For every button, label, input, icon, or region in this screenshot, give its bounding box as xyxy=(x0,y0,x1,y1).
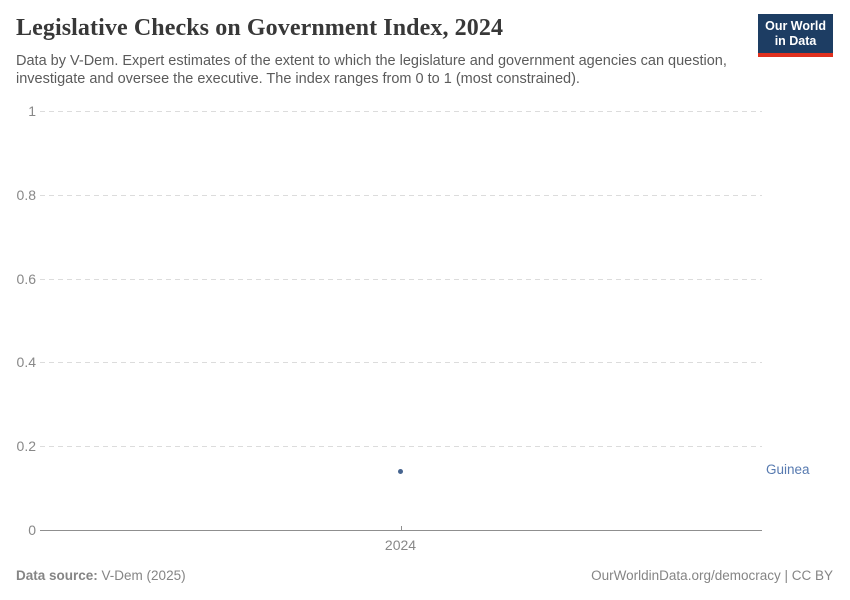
owid-logo[interactable]: Our World in Data xyxy=(758,14,833,57)
owid-logo-line1: Our World xyxy=(765,19,826,33)
gridline xyxy=(40,279,762,280)
owid-logo-line2: in Data xyxy=(774,33,817,48)
x-tick-mark xyxy=(400,526,402,530)
x-axis-line xyxy=(40,530,762,531)
data-point-guinea[interactable] xyxy=(398,468,403,474)
chart-subtitle: Data by V-Dem. Expert estimates of the e… xyxy=(16,53,727,88)
gridline xyxy=(40,362,762,363)
y-tick-label: 0.4 xyxy=(16,354,36,370)
x-tick-label: 2024 xyxy=(384,537,417,553)
y-tick-label: 1 xyxy=(28,103,36,119)
y-tick-label: 0.6 xyxy=(16,271,36,287)
gridline xyxy=(40,446,762,447)
entity-label-guinea[interactable]: Guinea xyxy=(766,462,810,478)
gridline xyxy=(40,195,762,196)
y-tick-label: 0.8 xyxy=(16,187,36,203)
data-source-note: Data source: V-Dem (2025) xyxy=(16,568,186,583)
y-tick-label: 0 xyxy=(28,522,36,538)
data-source-value: V-Dem (2025) xyxy=(101,568,186,583)
gridline xyxy=(40,111,762,112)
chart-title: Legislative Checks on Government Index, … xyxy=(16,15,504,41)
credit-link[interactable]: OurWorldinData.org/democracy | CC BY xyxy=(591,568,833,583)
y-tick-label: 0.2 xyxy=(16,438,36,454)
chart-footer: Data source: V-Dem (2025) OurWorldinData… xyxy=(16,568,833,583)
data-source-label: Data source: xyxy=(16,568,98,583)
